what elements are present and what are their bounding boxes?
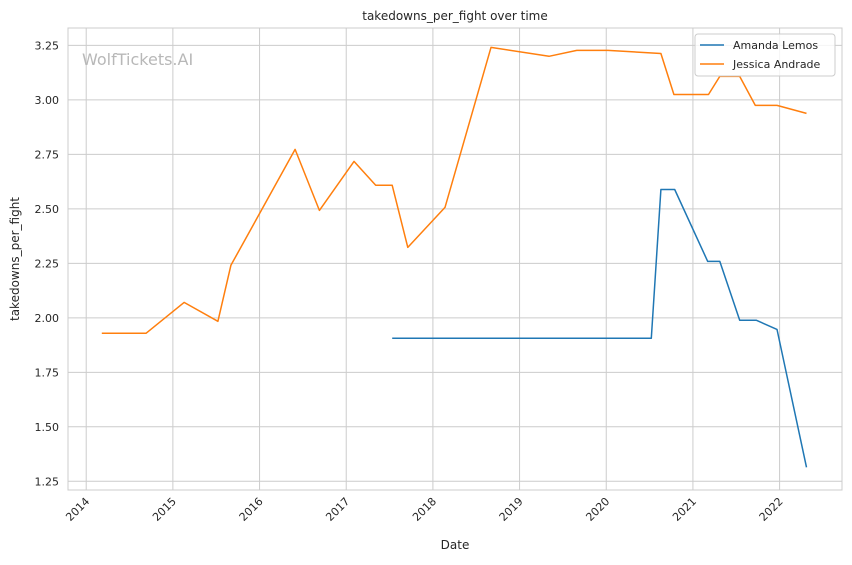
y-tick-label: 3.25 [35,39,60,52]
x-tick-label: 2015 [150,495,179,524]
y-tick-label: 1.50 [35,421,60,434]
series-group [102,47,807,467]
grid [68,28,842,490]
x-tick-label: 2018 [410,495,439,524]
y-tick-label: 2.75 [35,148,60,161]
legend: Amanda Lemos Jessica Andrade [695,34,835,76]
x-tick-label: 2017 [323,495,352,524]
x-tick-label: 2014 [63,495,92,524]
x-ticks: 2014 2015 2016 2017 2018 2019 2020 2021 2022 [63,495,785,524]
y-tick-label: 2.50 [35,203,60,216]
legend-label-jessica-andrade: Jessica Andrade [732,58,821,71]
x-tick-label: 2020 [583,495,612,524]
chart-title: takedowns_per_fight over time [362,9,548,23]
watermark: WolfTickets.AI [82,50,193,69]
x-tick-label: 2016 [237,495,266,524]
x-tick-label: 2021 [670,495,699,524]
series-line-jessica-andrade [102,47,807,333]
y-tick-label: 1.75 [35,366,60,379]
y-axis-label: takedowns_per_fight [8,197,22,321]
y-tick-label: 2.25 [35,257,60,270]
plot-frame [68,28,842,490]
y-tick-label: 2.00 [35,312,60,325]
x-tick-label: 2022 [757,495,786,524]
y-tick-label: 1.25 [35,475,60,488]
series-line-amanda-lemos [392,190,806,468]
x-axis-label: Date [441,538,470,552]
x-tick-label: 2019 [497,495,526,524]
y-tick-label: 3.00 [35,94,60,107]
y-ticks: 1.25 1.50 1.75 2.00 2.25 2.50 2.75 3.00 3.25 [35,39,60,488]
legend-label-amanda-lemos: Amanda Lemos [733,39,818,52]
